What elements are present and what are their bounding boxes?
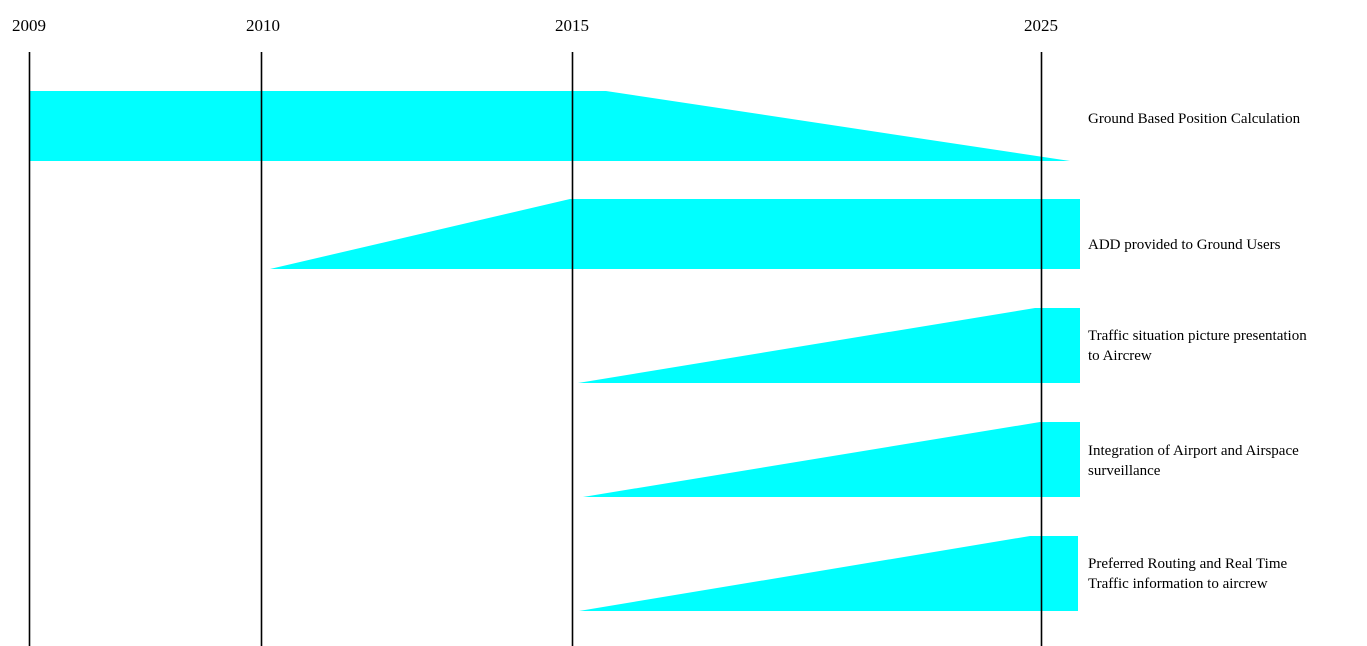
band-traffic-situation-picture <box>578 308 1080 383</box>
band-add-provided-to-ground-users <box>270 199 1080 269</box>
row-label-traffic-situation: Traffic situation picture presentation t… <box>1088 326 1363 366</box>
year-label-2009: 2009 <box>12 16 46 35</box>
row-label-preferred-routing: Preferred Routing and Real Time Traffic … <box>1088 554 1363 594</box>
row-label-line: Traffic situation picture presentation <box>1088 328 1307 344</box>
row-label-line: to Aircrew <box>1088 348 1152 364</box>
row-label-add-ground-users: ADD provided to Ground Users <box>1088 235 1363 255</box>
year-label-2015: 2015 <box>555 16 589 35</box>
year-label-2025: 2025 <box>1024 16 1058 35</box>
row-label-line: surveillance <box>1088 463 1161 479</box>
band-preferred-routing <box>579 536 1078 611</box>
row-label-line: Traffic information to aircrew <box>1088 576 1268 592</box>
band-ground-based-position-calculation <box>29 91 1070 161</box>
row-label-line: Preferred Routing and Real Time <box>1088 556 1288 572</box>
row-label-line: ADD provided to Ground Users <box>1088 237 1281 253</box>
row-label-line: Integration of Airport and Airspace <box>1088 443 1299 459</box>
row-label-ground-based-position: Ground Based Position Calculation <box>1088 109 1363 129</box>
band-integration-airport-airspace <box>583 422 1080 497</box>
row-label-integration-surveillance: Integration of Airport and Airspace surv… <box>1088 441 1363 481</box>
row-label-line: Ground Based Position Calculation <box>1088 111 1301 127</box>
year-label-2010: 2010 <box>246 16 280 35</box>
